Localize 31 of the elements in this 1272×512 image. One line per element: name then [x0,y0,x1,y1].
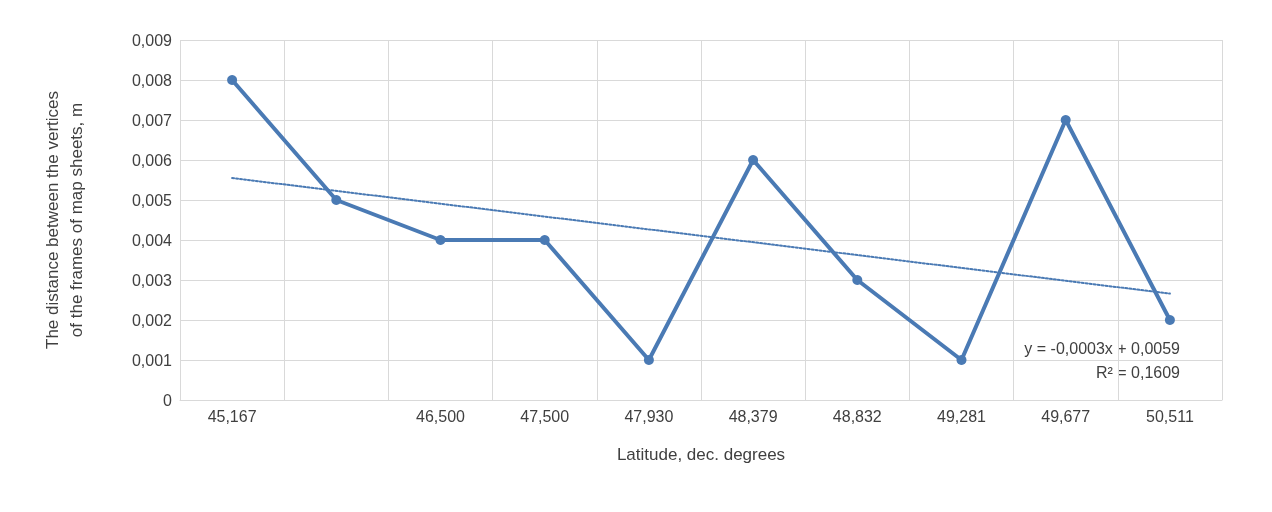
y-tick-label: 0,009 [131,31,173,49]
x-tick-label: 45,167 [207,407,257,425]
point [852,275,863,285]
point [748,155,759,165]
y-tick-label: 0,001 [131,351,173,369]
point [227,75,238,85]
point [643,355,654,365]
x-tick-label: 49,677 [1041,407,1091,425]
x-axis-title: Latitude, dec. degrees [616,445,786,464]
y-tick-label: 0,002 [131,311,173,329]
x-tick-label: 48,832 [832,407,882,425]
x-tick-label: 47,500 [520,407,570,425]
x-tick-label: 46,500 [416,407,466,425]
y-tick-label: 0,004 [131,231,173,249]
point [1060,115,1071,125]
y-tick-label: 0,007 [131,111,173,129]
y-axis-title: The distance between the vertices of the frames of map sheets, m [42,91,86,349]
point [435,235,446,245]
y-tick-label: 0,008 [131,71,173,89]
point [956,355,967,365]
y-tick-label: 0,003 [131,271,173,289]
x-tick-label: 47,930 [624,407,674,425]
y-tick-label: 0,006 [131,151,173,169]
y-tick-label: 0 [163,391,173,409]
x-tick-label: 49,281 [937,407,987,425]
y-tick-label: 0,005 [131,191,173,209]
x-tick-label: 50,511 [1146,407,1194,425]
point [539,235,550,245]
x-tick-label: 48,379 [728,407,778,425]
point [331,195,342,205]
point [1164,315,1175,325]
